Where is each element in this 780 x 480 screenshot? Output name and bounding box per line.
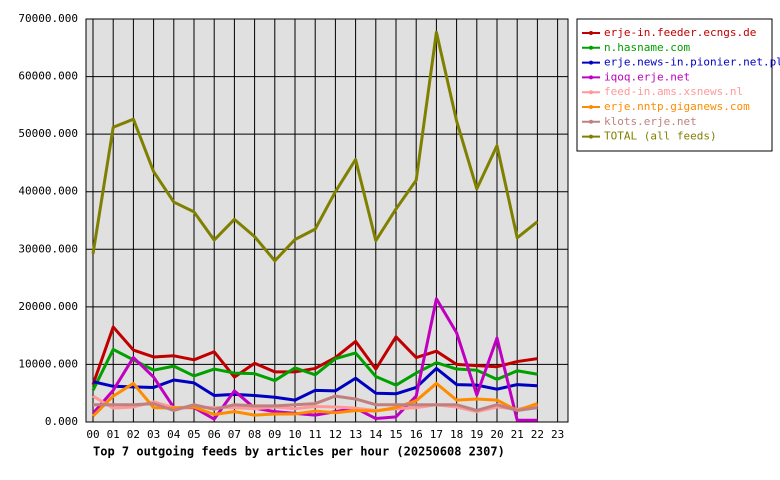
legend-label: erje-in.feeder.ecngs.de: [604, 26, 756, 39]
y-tick-label: 10000.000: [18, 357, 78, 370]
x-tick-label: 15: [389, 428, 402, 441]
y-tick-label: 60000.000: [18, 70, 78, 83]
legend-marker: [589, 45, 593, 50]
series-line: [91, 347, 538, 392]
x-tick-label: 00: [86, 428, 99, 441]
legend-marker: [589, 119, 593, 124]
x-tick-label: 01: [107, 428, 120, 441]
series-line: [92, 394, 538, 414]
y-tick-label: 40000.000: [18, 185, 78, 198]
x-tick-label: 04: [167, 428, 181, 441]
legend-label: TOTAL (all feeds): [604, 130, 717, 143]
series-line: [92, 366, 538, 402]
series-line: [91, 30, 539, 263]
legend-marker: [589, 90, 593, 95]
x-tick-label: 13: [349, 428, 362, 441]
x-tick-label: 16: [410, 428, 423, 441]
legend-marker: [589, 105, 593, 109]
series-line: [93, 394, 538, 412]
legend: [576, 18, 773, 152]
series-line: [91, 297, 538, 422]
legend-marker: [589, 134, 593, 139]
x-tick-label: 21: [511, 428, 524, 441]
x-tick-label: 22: [531, 428, 544, 441]
x-tick-label: 11: [309, 428, 322, 441]
legend-label: erje.nntp.giganews.com: [604, 100, 750, 113]
x-tick-label: 06: [208, 428, 221, 441]
legend-label: feed-in.ams.xsnews.nl: [604, 85, 743, 98]
x-tick-label: 07: [228, 428, 241, 441]
x-tick-label: 12: [329, 428, 342, 441]
x-tick-label: 05: [187, 428, 200, 441]
x-tick-label: 14: [369, 428, 383, 441]
x-tick-label: 20: [490, 428, 503, 441]
legend-marker: [589, 31, 593, 35]
x-tick-label: 08: [248, 428, 261, 441]
y-tick-label: 50000.000: [18, 127, 78, 140]
x-tick-label: 23: [551, 428, 564, 441]
y-tick-label: 70000.000: [18, 12, 78, 25]
x-tick-label: 17: [430, 428, 443, 441]
legend-label: klots.erje.net: [604, 115, 697, 128]
y-tick-label: 20000.000: [18, 300, 78, 313]
legend-label: n.hasname.com: [604, 41, 690, 54]
legend-marker: [589, 75, 593, 80]
legend-label: erje.news-in.pionier.net.pl: [604, 56, 780, 69]
x-tick-label: 02: [127, 428, 140, 441]
chart-title: Top 7 outgoing feeds by articles per hou…: [93, 445, 505, 459]
series-line: [91, 325, 538, 386]
x-tick-label: 19: [470, 428, 483, 441]
y-tick-label: 0.000: [45, 415, 78, 428]
legend-label: iqoq.erje.net: [604, 70, 690, 83]
x-tick-label: 09: [268, 428, 281, 441]
legend-marker: [589, 60, 593, 65]
y-tick-label: 30000.000: [18, 242, 78, 255]
x-tick-label: 18: [450, 428, 463, 441]
x-tick-label: 10: [288, 428, 301, 441]
x-tick-label: 03: [147, 428, 160, 441]
